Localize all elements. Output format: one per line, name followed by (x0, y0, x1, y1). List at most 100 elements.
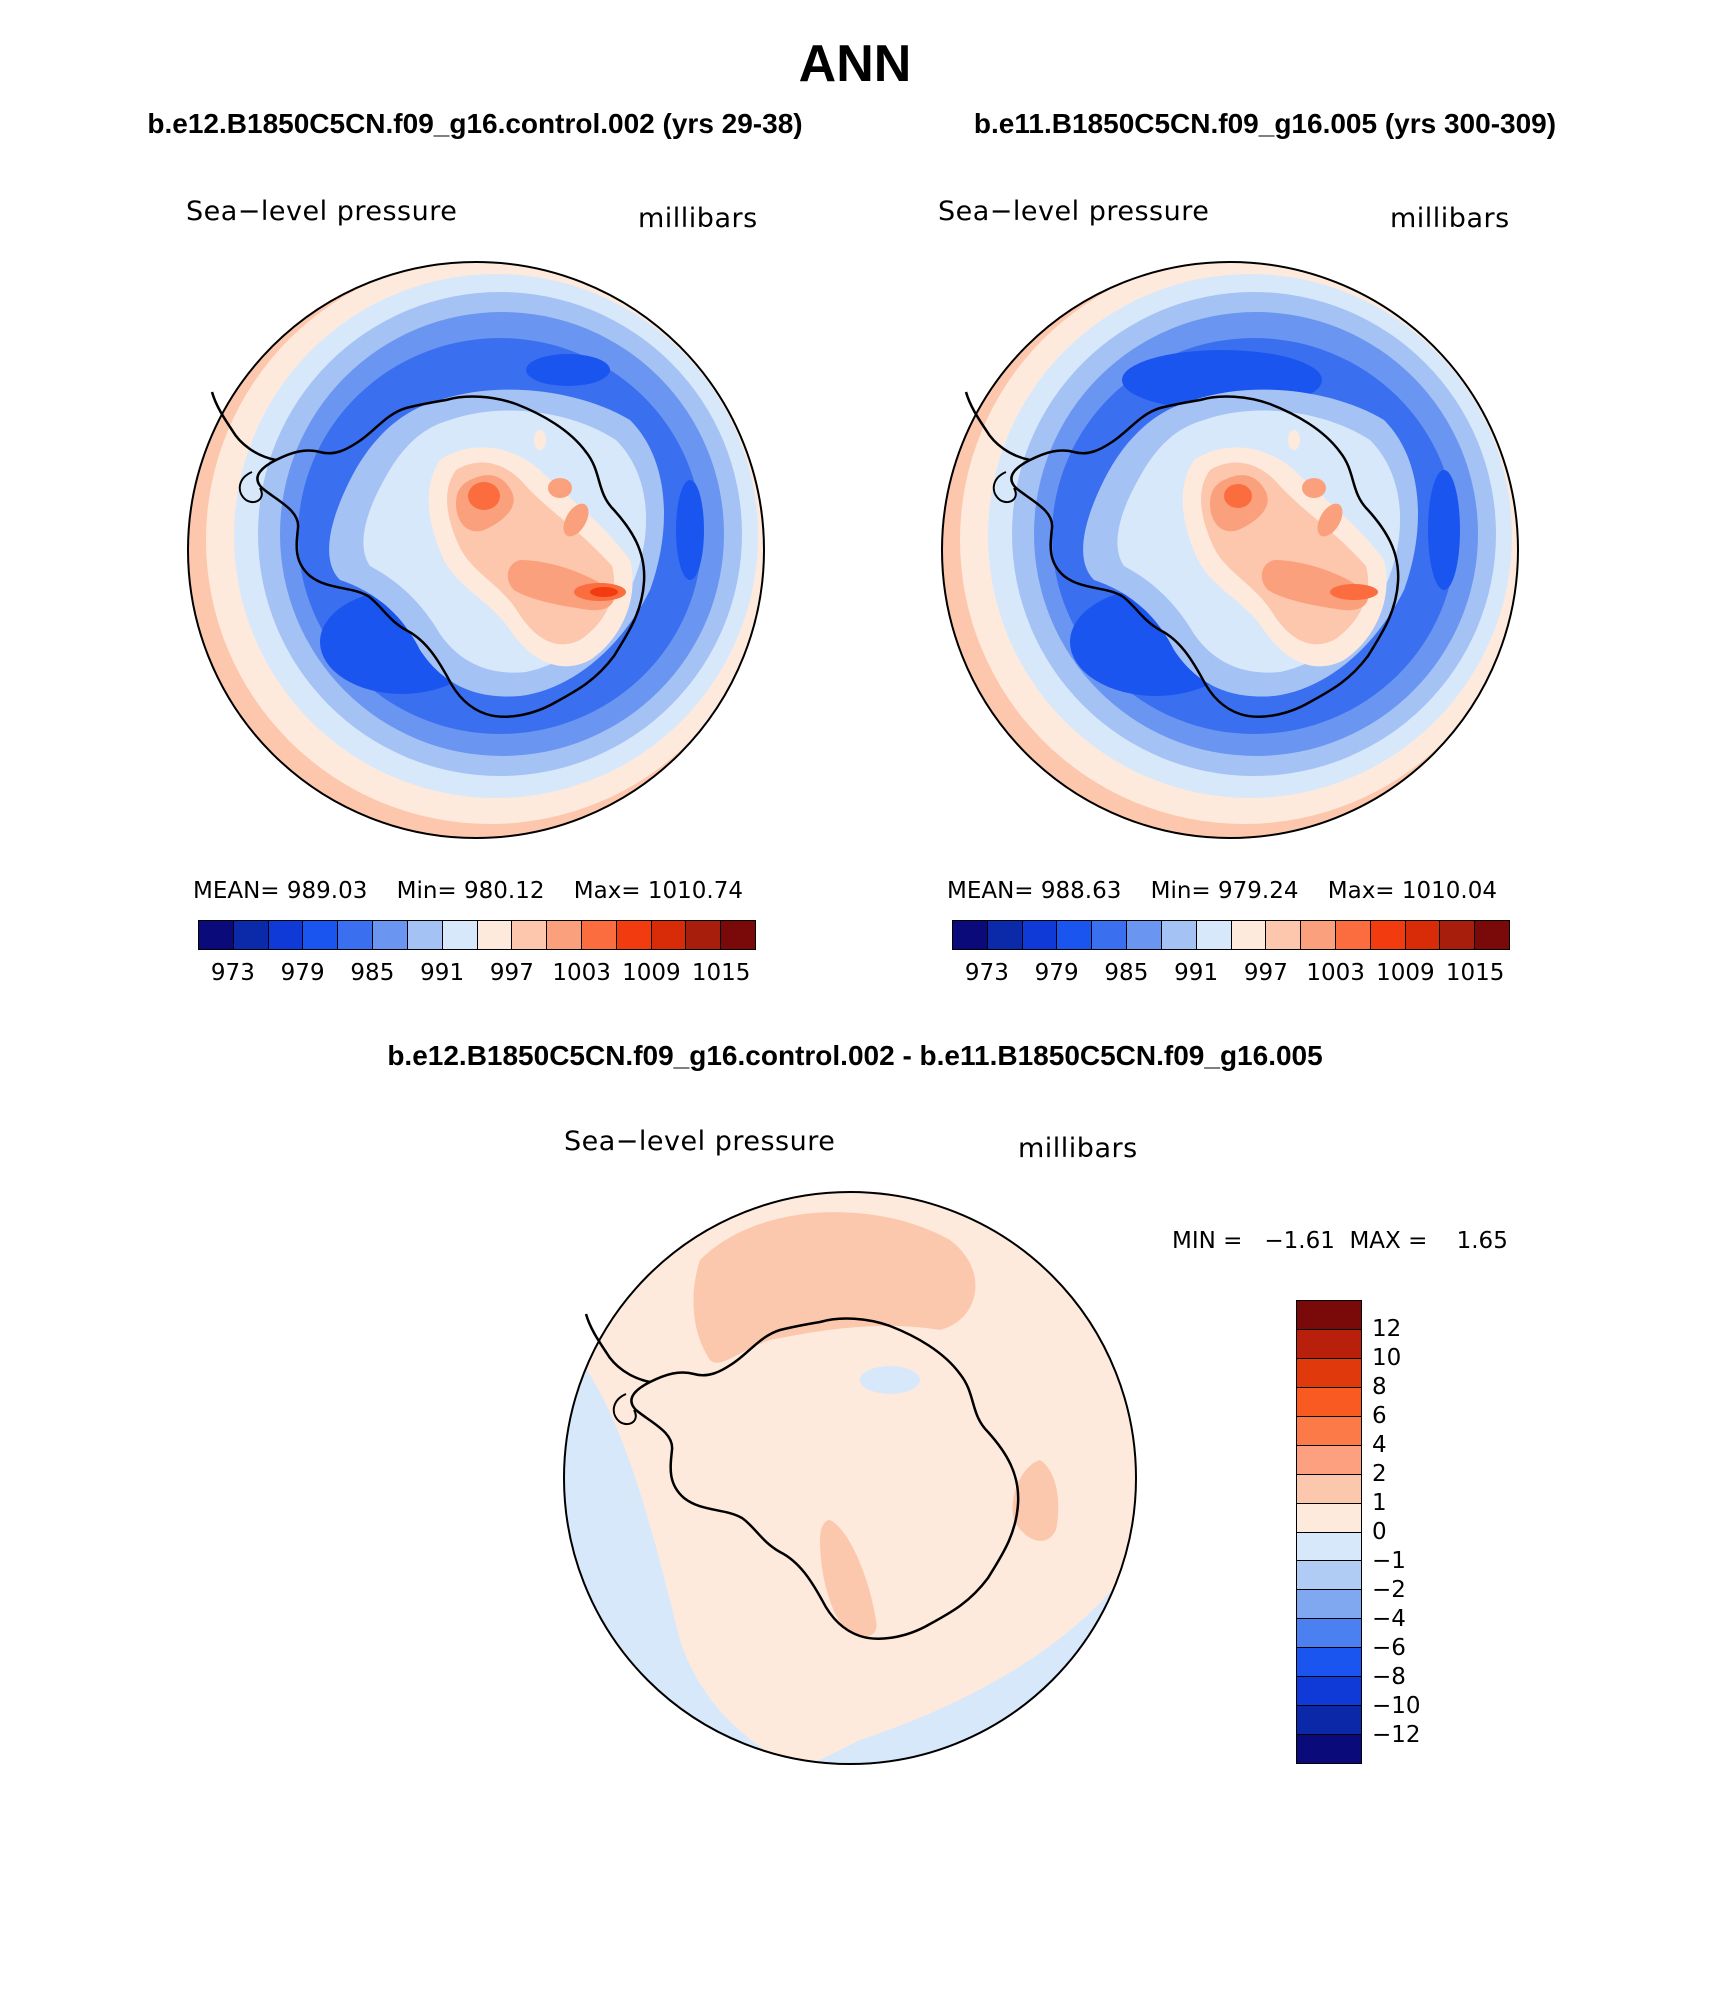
right-stats: MEAN= 988.63 Min= 979.24 Max= 1010.04 (902, 878, 1542, 904)
diff-colorbar-swatch (1297, 1532, 1361, 1562)
left-stats: MEAN= 989.03 Min= 980.12 Max= 1010.74 (148, 878, 788, 904)
left-max-label: Max= (573, 878, 641, 904)
right-colorbar-swatch (1440, 921, 1476, 949)
left-mean-label: MEAN= (192, 878, 280, 904)
right-colorbar-tick-label: 1003 (1306, 960, 1365, 986)
diff-colorbar-swatch (1297, 1619, 1361, 1649)
left-colorbar-swatch (338, 921, 374, 949)
diff-colorbar-tick-label: −4 (1372, 1606, 1406, 1632)
right-colorbar-swatch (1196, 921, 1232, 949)
left-mean-value: 989.03 (286, 878, 368, 904)
diff-colorbar-swatch (1297, 1561, 1361, 1591)
diff-units-label: millibars (1018, 1133, 1138, 1164)
left-colorbar-swatch (651, 921, 687, 949)
right-colorbar-swatch (1022, 921, 1058, 949)
left-colorbar-tick-label: 1003 (552, 960, 611, 986)
left-variable-label: Sea−level pressure (186, 196, 458, 227)
diff-colorbar-tick-label: 2 (1372, 1461, 1387, 1487)
right-colorbar-swatch (1405, 921, 1441, 949)
left-colorbar-swatch (616, 921, 652, 949)
diff-colorbar-tick-label: −6 (1372, 1635, 1406, 1661)
diff-colorbar-tick-label: −12 (1372, 1722, 1421, 1748)
diff-colorbar-swatch (1297, 1590, 1361, 1620)
right-units-label: millibars (1390, 203, 1510, 234)
left-colorbar (198, 920, 756, 950)
diff-colorbar-tick-label: 0 (1372, 1519, 1387, 1545)
left-colorbar-swatch (303, 921, 339, 949)
left-colorbar-swatch (199, 921, 234, 949)
left-units-label: millibars (638, 203, 758, 234)
left-max-value: 1010.74 (647, 878, 744, 904)
diff-case-title: b.e12.B1850C5CN.f09_g16.control.002 - b.… (387, 1040, 1323, 1071)
right-colorbar-swatch (1335, 921, 1371, 949)
left-colorbar-swatch (268, 921, 304, 949)
right-colorbar-swatch (1370, 921, 1406, 949)
diff-colorbar-swatch (1297, 1301, 1361, 1330)
right-colorbar-swatch (1092, 921, 1128, 949)
right-colorbar-tick-label: 1009 (1376, 960, 1435, 986)
right-colorbar-tick-label: 997 (1243, 960, 1288, 986)
diff-colorbar-tick-label: 12 (1372, 1316, 1402, 1342)
left-colorbar-tick-label: 1015 (691, 960, 751, 986)
left-case-title: b.e12.B1850C5CN.f09_g16.control.002 (yrs… (147, 108, 803, 139)
right-case-title: b.e11.B1850C5CN.f09_g16.005 (yrs 300-309… (973, 108, 1557, 139)
diff-colorbar (1296, 1300, 1362, 1764)
diff-colorbar-tick-label: −10 (1372, 1693, 1421, 1719)
left-colorbar-swatch (686, 921, 722, 949)
right-colorbar-swatch (1057, 921, 1093, 949)
left-colorbar-tick-label: 991 (420, 960, 465, 986)
right-colorbar-tick-label: 991 (1174, 960, 1219, 986)
figure-title: ANN (798, 35, 912, 93)
right-colorbar-tick-label: 973 (964, 960, 1009, 986)
diff-colorbar-tick-label: 8 (1372, 1374, 1387, 1400)
diff-colorbar-swatch (1297, 1503, 1361, 1533)
diff-colorbar-swatch (1297, 1329, 1361, 1359)
right-colorbar (952, 920, 1510, 950)
right-mean-value: 988.63 (1040, 878, 1122, 904)
right-variable-label: Sea−level pressure (938, 196, 1210, 227)
diff-colorbar-swatch (1297, 1735, 1361, 1763)
diff-colorbar-tick-label: 1 (1372, 1490, 1387, 1516)
left-colorbar-tick-label: 985 (350, 960, 395, 986)
right-colorbar-swatch (1231, 921, 1267, 949)
diff-colorbar-swatch (1297, 1416, 1361, 1446)
left-colorbar-swatch (407, 921, 443, 949)
left-colorbar-swatch (581, 921, 617, 949)
diff-colorbar-tick-label: −8 (1372, 1664, 1406, 1690)
left-colorbar-swatch (373, 921, 408, 949)
left-colorbar-tick-label: 1009 (622, 960, 681, 986)
left-colorbar-tick-label: 979 (280, 960, 325, 986)
left-min-label: Min= (396, 878, 457, 904)
right-colorbar-tick-label: 1015 (1445, 960, 1505, 986)
right-mean-label: MEAN= (946, 878, 1034, 904)
diff-colorbar-swatch (1297, 1358, 1361, 1388)
diff-map-fill (564, 1192, 1136, 1764)
diff-colorbar-swatch (1297, 1474, 1361, 1504)
diff-colorbar-ticks: 12 10 8 6 4 2 1 0 −1 −2 −4 −6 −8 −10 −12 (1372, 1300, 1452, 1764)
left-colorbar-tick-label: 973 (210, 960, 255, 986)
left-colorbar-swatch (233, 921, 269, 949)
diff-colorbar-tick-label: 4 (1372, 1432, 1387, 1458)
diff-colorbar-tick-label: 10 (1372, 1345, 1402, 1371)
right-colorbar-swatch (987, 921, 1023, 949)
left-colorbar-swatch (477, 921, 513, 949)
diff-colorbar-tick-label: −2 (1372, 1577, 1406, 1603)
left-min-value: 980.12 (464, 878, 545, 904)
right-colorbar-swatch (953, 921, 988, 949)
diff-variable-label: Sea−level pressure (564, 1126, 836, 1157)
diff-colorbar-tick-label: 6 (1372, 1403, 1387, 1429)
diff-colorbar-swatch (1297, 1706, 1361, 1736)
left-colorbar-tick-label: 997 (489, 960, 534, 986)
right-max-label: Max= (1327, 878, 1395, 904)
right-colorbar-swatch (1127, 921, 1162, 949)
left-colorbar-swatch (547, 921, 582, 949)
left-map-fill (188, 262, 764, 838)
diff-colorbar-swatch (1297, 1445, 1361, 1475)
right-colorbar-swatch (1475, 921, 1509, 949)
right-min-value: 979.24 (1218, 878, 1299, 904)
right-map-fill (942, 262, 1518, 838)
diff-colorbar-swatch (1297, 1677, 1361, 1707)
diff-minmax: MIN = −1.61 MAX = 1.65 (1172, 1228, 1508, 1254)
diff-colorbar-swatch (1297, 1648, 1361, 1678)
